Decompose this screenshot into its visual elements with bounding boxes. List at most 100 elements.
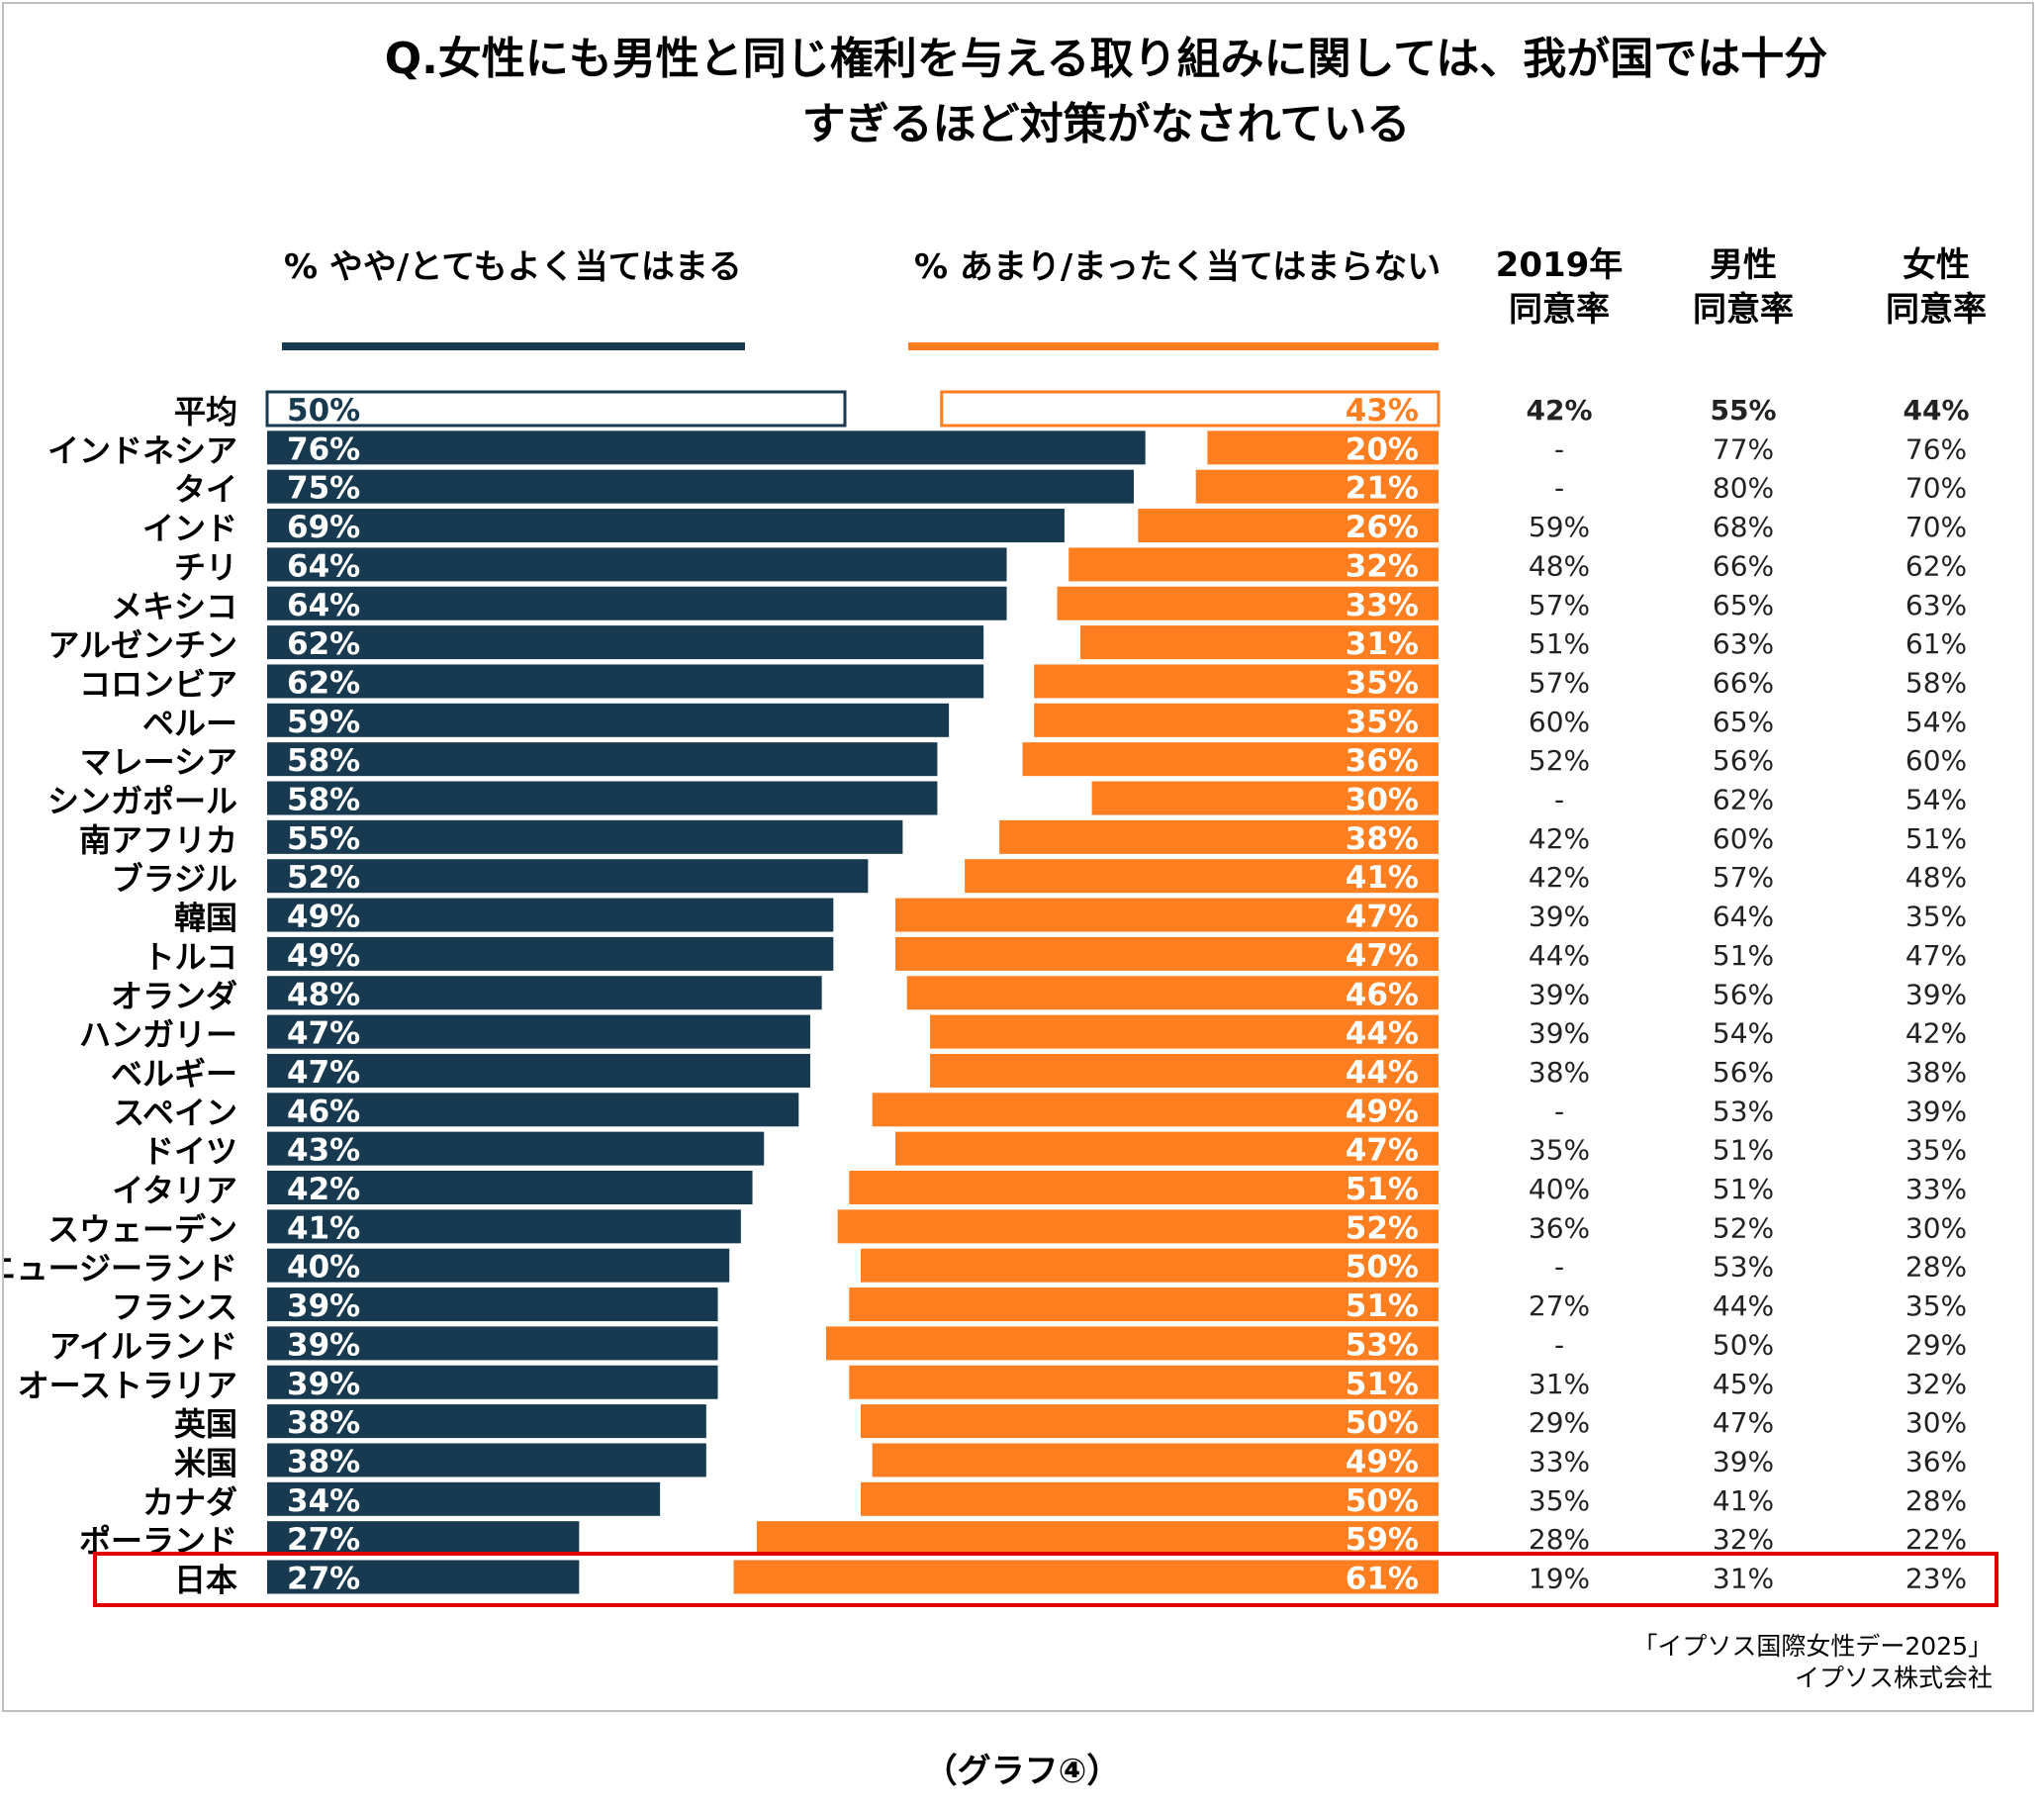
disagree-value-label: 32% (1346, 548, 1419, 584)
category-label: ハンガリー (79, 1016, 237, 1054)
bar-disagree (861, 1481, 1439, 1516)
bar-disagree (1034, 664, 1439, 699)
bar-disagree (1091, 781, 1439, 815)
bar-disagree (849, 1365, 1439, 1399)
table-cell-male: 31% (1713, 1563, 1774, 1595)
table-cell-female: 36% (1905, 1445, 1967, 1477)
table-cell-male: 51% (1713, 939, 1774, 972)
table-cell-y2019: 60% (1529, 706, 1590, 738)
table-cell-female: 35% (1905, 901, 1967, 933)
chart-title-line-1: Q.女性にも男性と同じ権利を与える取り組みに関しては、我が国では十分 (385, 34, 1828, 84)
agree-value-label: 49% (287, 938, 360, 974)
bar-disagree (965, 859, 1439, 894)
table-cell-male: 53% (1713, 1095, 1774, 1127)
category-label: ベルギー (111, 1055, 237, 1093)
table-cell-male: 64% (1713, 901, 1774, 933)
bar-disagree (861, 1248, 1439, 1283)
table-cell-male: 47% (1713, 1406, 1774, 1439)
table-cell-female: 35% (1905, 1134, 1967, 1167)
table-cell-female: 39% (1905, 978, 1967, 1010)
agree-value-label: 48% (287, 977, 360, 1012)
disagree-value-label: 21% (1346, 471, 1419, 507)
table-cell-y2019: 35% (1529, 1134, 1590, 1167)
disagree-value-label: 47% (1346, 1133, 1419, 1169)
table-cell-y2019: 35% (1529, 1484, 1590, 1517)
bar-agree (267, 1287, 718, 1322)
bar-agree (267, 819, 903, 854)
agree-value-label: 59% (287, 705, 360, 740)
bar-agree (267, 1481, 661, 1516)
bar-disagree (930, 1014, 1439, 1049)
table-cell-female: 29% (1905, 1328, 1967, 1361)
agree-value-label: 49% (287, 900, 360, 935)
table-cell-female: 33% (1905, 1173, 1967, 1205)
bar-disagree (1195, 469, 1439, 504)
highlight-box (93, 1552, 1998, 1607)
bar-agree (267, 547, 1007, 582)
bar-agree (267, 936, 834, 971)
table-cell-y2019: 44% (1529, 939, 1590, 972)
table-cell-y2019: 27% (1529, 1289, 1590, 1322)
table-cell-male: 66% (1713, 666, 1774, 699)
bar-agree (267, 703, 950, 737)
agree-value-label: 40% (287, 1250, 360, 1286)
table-cell-y2019: 48% (1529, 549, 1590, 582)
table-cell-female: 38% (1905, 1056, 1967, 1089)
table-cell-female: 47% (1905, 939, 1967, 972)
bar-disagree (999, 819, 1439, 854)
table-cell-male: 56% (1713, 978, 1774, 1010)
disagree-value-label: 44% (1346, 1055, 1419, 1091)
table-cell-male: 51% (1713, 1134, 1774, 1167)
disagree-value-label: 30% (1346, 783, 1419, 818)
table-cell-female: 51% (1905, 822, 1967, 855)
disagree-value-label: 38% (1346, 821, 1419, 857)
agree-value-label: 62% (287, 626, 360, 662)
disagree-value-label: 49% (1346, 1094, 1419, 1129)
bar-agree (267, 781, 938, 815)
table-cell-male: 39% (1713, 1445, 1774, 1477)
chart-frame: Q.女性にも男性と同じ権利を与える取り組みに関しては、我が国では十分 すぎるほど… (0, 2, 2034, 1712)
agree-value-label: 39% (287, 1327, 360, 1363)
table-cell-female: 39% (1905, 1095, 1967, 1127)
table-cell-y2019: 36% (1529, 1211, 1590, 1244)
bar-disagree (1079, 625, 1439, 660)
table-cell-male: 68% (1713, 511, 1774, 543)
disagree-value-label: 50% (1346, 1405, 1419, 1441)
disagree-value-label: 51% (1346, 1172, 1419, 1207)
header-male-line-2: 同意率 (1693, 290, 1794, 330)
agree-value-label: 47% (287, 1016, 360, 1052)
bar-disagree (872, 1093, 1439, 1127)
bar-agree (267, 1326, 718, 1361)
table-cell-y2019: 39% (1529, 978, 1590, 1010)
agree-value-label: 34% (287, 1483, 360, 1519)
bar-disagree (825, 1326, 1439, 1361)
table-cell-y2019: 42% (1526, 394, 1592, 427)
chart-title-line-2: すぎるほど対策がなされている (802, 99, 1411, 149)
disagree-value-label: 44% (1346, 1016, 1419, 1052)
category-label: ブラジル (112, 860, 237, 898)
table-cell-male: 62% (1713, 784, 1774, 816)
table-cell-male: 56% (1713, 1056, 1774, 1089)
agree-value-label: 46% (287, 1094, 360, 1129)
bar-disagree (1207, 430, 1439, 465)
category-label: カナダ (142, 1483, 237, 1521)
bar-disagree (861, 1404, 1439, 1439)
table-cell-female: 28% (1905, 1484, 1967, 1517)
disagree-value-label: 20% (1346, 431, 1419, 467)
disagree-value-label: 52% (1346, 1210, 1419, 1246)
table-cell-female: 48% (1905, 861, 1967, 894)
legend-disagree-label: % あまり/まったく当てはまらない (914, 247, 1440, 287)
disagree-value-label: 61% (1346, 1562, 1419, 1597)
disagree-value-label: 43% (1346, 393, 1419, 429)
agree-value-label: 76% (287, 431, 360, 467)
bar-agree (265, 390, 847, 428)
table-cell-y2019: - (1554, 1328, 1564, 1361)
table-cell-male: 55% (1710, 394, 1776, 427)
category-label: オーストラリア (18, 1367, 237, 1404)
disagree-value-label: 35% (1346, 665, 1419, 701)
graph-caption: （グラフ④） (923, 1752, 1121, 1791)
table-cell-y2019: 42% (1529, 861, 1590, 894)
agree-value-label: 64% (287, 548, 360, 584)
disagree-value-label: 35% (1346, 705, 1419, 740)
bar-agree (267, 1209, 741, 1244)
